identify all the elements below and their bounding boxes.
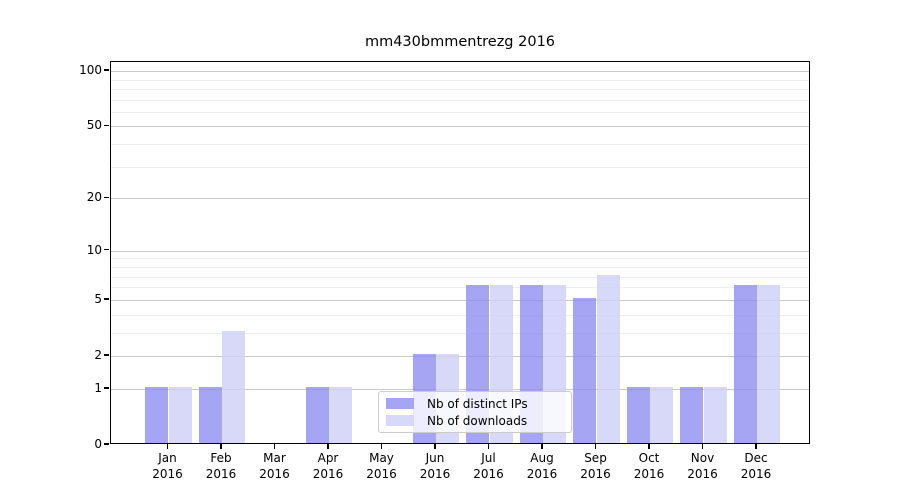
x-tick-label: Jul 2016: [473, 451, 504, 481]
x-tick: [594, 444, 597, 449]
x-tick: [273, 444, 276, 449]
legend-item: Nb of distinct IPs: [386, 396, 564, 411]
x-tick: [487, 444, 490, 449]
gridline-minor: [111, 88, 809, 90]
bar-nb-of-distinct-ips-sep: [573, 297, 597, 443]
x-tick-label: Oct 2016: [633, 451, 665, 481]
y-tick-label: 50: [86, 118, 102, 133]
x-tick-label: Nov 2016: [687, 451, 718, 481]
x-tick: [220, 444, 222, 449]
y-tick: [104, 248, 109, 251]
gridline-major: [111, 71, 809, 73]
gridline-minor: [111, 332, 809, 334]
bar-nb-of-downloads-jan: [168, 386, 192, 443]
plot-area: [110, 61, 810, 444]
x-tick-label: Mar 2016: [259, 451, 290, 481]
bar-nb-of-distinct-ips-jan: [145, 386, 169, 443]
y-tick: [104, 124, 109, 127]
legend-label: Nb of downloads: [427, 413, 528, 428]
y-tick: [104, 298, 109, 300]
x-tick: [541, 444, 543, 449]
x-tick: [701, 444, 704, 449]
y-tick-label: 10: [86, 242, 102, 257]
y-tick-label: 5: [94, 291, 102, 306]
bar-nb-of-downloads-feb: [222, 330, 246, 443]
x-tick: [434, 444, 436, 449]
y-tick: [104, 387, 109, 389]
x-tick: [648, 444, 650, 449]
legend: Nb of distinct IPs Nb of downloads: [378, 391, 572, 433]
bar-nb-of-downloads-sep: [596, 274, 620, 443]
y-tick-label: 100: [79, 63, 102, 78]
y-tick: [104, 196, 109, 199]
gridline-minor: [111, 99, 809, 101]
bar-nb-of-distinct-ips-oct: [626, 386, 650, 443]
x-tick: [755, 444, 757, 449]
y-tick-label: 2: [94, 347, 102, 362]
gridline-minor: [111, 166, 809, 168]
x-tick-label: Apr 2016: [312, 451, 344, 481]
gridline-minor: [111, 258, 809, 260]
bar-nb-of-downloads-nov: [703, 386, 727, 443]
legend-label: Nb of distinct IPs: [427, 396, 528, 411]
gridline-major: [111, 250, 809, 252]
gridline-minor: [111, 111, 809, 113]
x-tick-label: Feb 2016: [205, 451, 237, 481]
y-tick: [104, 354, 109, 356]
x-tick-label: May 2016: [366, 451, 397, 481]
gridline-major: [111, 355, 809, 357]
bar-nb-of-distinct-ips-nov: [680, 386, 704, 443]
y-tick-label: 0: [94, 437, 102, 451]
gridline-minor: [111, 276, 809, 278]
gridline-minor: [111, 287, 809, 289]
gridline-major: [111, 126, 809, 128]
x-tick-label: Dec 2016: [740, 451, 772, 481]
gridline-major: [111, 388, 809, 390]
x-tick-label: Jun 2016: [419, 451, 451, 481]
y-tick-label: 1: [94, 380, 102, 395]
chart-title: mm430bmmentrezg 2016: [364, 34, 556, 50]
x-tick-label: Jan 2016: [152, 451, 183, 481]
y-tick-label: 20: [86, 190, 102, 205]
legend-swatch-nb-of-distinct-ips: [386, 398, 414, 409]
gridline-minor: [111, 266, 809, 268]
gridline-major: [111, 299, 809, 301]
legend-item: Nb of downloads: [386, 413, 564, 428]
legend-swatch-nb-of-downloads: [386, 415, 414, 426]
x-tick-label: Sep 2016: [580, 451, 611, 481]
bar-nb-of-downloads-apr: [329, 386, 353, 443]
gridline-minor: [111, 144, 809, 146]
gridline-minor: [111, 79, 809, 81]
bar-nb-of-downloads-oct: [650, 386, 674, 443]
x-tick: [166, 444, 169, 449]
gridline-major: [111, 198, 809, 200]
y-tick: [104, 69, 109, 71]
bar-nb-of-distinct-ips-apr: [305, 386, 329, 443]
bar-nb-of-distinct-ips-feb: [198, 386, 222, 443]
x-tick: [380, 444, 383, 449]
x-tick: [327, 444, 329, 449]
gridline-minor: [111, 314, 809, 316]
bar-nb-of-distinct-ips-dec: [733, 285, 757, 443]
x-tick-label: Aug 2016: [526, 451, 558, 481]
y-tick: [104, 443, 109, 445]
bar-nb-of-downloads-dec: [757, 285, 781, 443]
